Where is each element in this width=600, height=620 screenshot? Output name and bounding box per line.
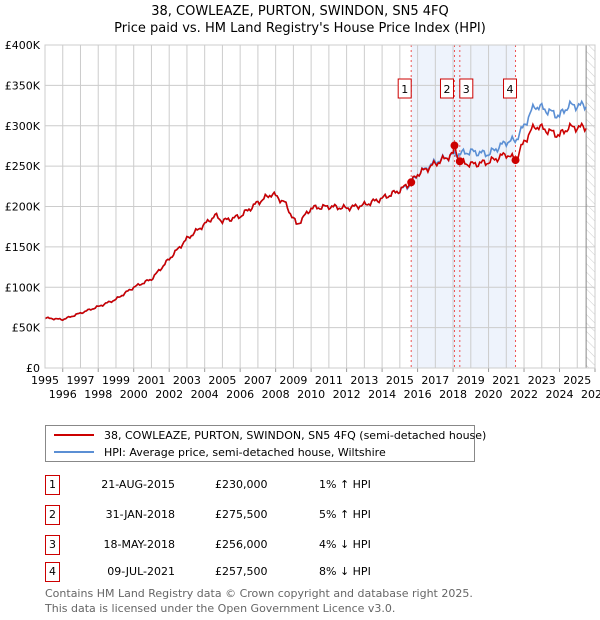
x-tick-label: 2008 [262,388,290,401]
x-tick-label: 1997 [66,374,94,387]
sale-price: £256,000 [215,538,268,551]
x-tick-label: 2018 [439,388,467,401]
sale-row: 4 09-JUL-2021 £257,500 8% ↓ HPI [45,562,465,582]
plot-area: 1995199619971998199920002001200220032004… [5,39,600,401]
y-tick-label: £300K [5,120,41,133]
footer-licence: This data is licensed under the Open Gov… [45,602,396,615]
sale-date: 09-JUL-2021 [107,565,175,578]
sale-date: 21-AUG-2015 [101,478,175,491]
x-tick-label: 2016 [404,388,432,401]
legend-item-property: 38, COWLEAZE, PURTON, SWINDON, SN5 4FQ (… [54,427,486,443]
x-tick-label: 2001 [137,374,165,387]
sale-price: £230,000 [215,478,268,491]
sale-marker-label: 3 [463,83,470,96]
x-tick-label: 2012 [333,388,361,401]
legend: 38, COWLEAZE, PURTON, SWINDON, SN5 4FQ (… [45,425,486,462]
x-tick-label: 2015 [386,374,414,387]
x-tick-label: 2000 [120,388,148,401]
x-tick-label: 1999 [102,374,130,387]
sale-marker-label: 1 [401,83,408,96]
sale-marker-label: 4 [507,83,514,96]
legend-swatch-blue [54,451,94,453]
x-tick-label: 1998 [84,388,112,401]
sale-point [455,157,464,166]
x-tick-label: 2025 [563,374,591,387]
legend-swatch-red [54,434,94,436]
x-tick-label: 2022 [510,388,538,401]
chart-subtitle: Price paid vs. HM Land Registry's House … [114,21,486,36]
sale-number: 2 [45,505,60,525]
sale-marker-box [503,78,518,99]
sale-row: 2 31-JAN-2018 £275,500 5% ↑ HPI [45,505,465,525]
x-tick-label: 2006 [226,388,254,401]
x-tick-label: 2017 [421,374,449,387]
y-tick-label: £350K [5,79,41,92]
sale-hpi: 1% ↑ HPI [319,478,371,491]
sale-number: 3 [45,535,60,555]
sale-number: 1 [45,475,60,495]
legend-label: 38, COWLEAZE, PURTON, SWINDON, SN5 4FQ (… [104,428,487,442]
sale-price: £257,500 [215,565,268,578]
sale-point [450,141,459,150]
y-tick-label: £50K [12,322,41,335]
x-tick-label: 2010 [297,388,325,401]
sale-marker-box [459,78,474,99]
y-tick-label: £150K [5,241,41,254]
sale-marker-label: 2 [443,83,450,96]
sale-date: 31-JAN-2018 [105,508,175,521]
x-tick-label: 2011 [315,374,343,387]
footer-copyright: Contains HM Land Registry data © Crown c… [45,587,473,600]
x-tick-label: 2026 [581,388,600,401]
legend-label: HPI: Average price, semi-detached house,… [104,445,386,459]
sale-number: 4 [45,562,60,582]
x-tick-label: 2007 [244,374,272,387]
y-tick-label: £400K [5,39,41,52]
property-line [44,121,587,322]
y-tick-label: £100K [5,281,41,294]
x-tick-label: 2020 [475,388,503,401]
x-tick-label: 2013 [350,374,378,387]
sale-marker-box [397,78,412,99]
sale-hpi: 8% ↓ HPI [319,565,371,578]
x-tick-label: 2019 [457,374,485,387]
plot-border [44,44,596,369]
sale-point [511,156,520,165]
x-tick-label: 2021 [492,374,520,387]
x-tick-label: 2023 [528,374,556,387]
sale-hpi: 5% ↑ HPI [319,508,371,521]
x-tick-label: 2024 [546,388,574,401]
y-tick-label: £200K [5,201,41,214]
sale-hpi: 4% ↓ HPI [319,538,371,551]
x-tick-label: 2003 [173,374,201,387]
chart-title: 38, COWLEAZE, PURTON, SWINDON, SN5 4FQ [151,4,449,19]
sale-point [407,178,416,187]
y-tick-label: £0 [26,362,40,375]
x-tick-label: 2005 [208,374,236,387]
sale-row: 1 21-AUG-2015 £230,000 1% ↑ HPI [45,475,465,495]
y-tick-label: £250K [5,160,41,173]
x-tick-label: 1996 [49,388,77,401]
legend-item-hpi: HPI: Average price, semi-detached house,… [54,444,386,460]
sale-date: 18-MAY-2018 [103,538,175,551]
x-tick-label: 1995 [31,374,59,387]
x-tick-label: 2014 [368,388,396,401]
x-tick-label: 2009 [279,374,307,387]
sale-row: 3 18-MAY-2018 £256,000 4% ↓ HPI [45,535,465,555]
sale-price: £275,500 [215,508,268,521]
sale-marker-box [439,78,454,99]
x-tick-label: 2002 [155,388,183,401]
x-tick-label: 2004 [191,388,219,401]
